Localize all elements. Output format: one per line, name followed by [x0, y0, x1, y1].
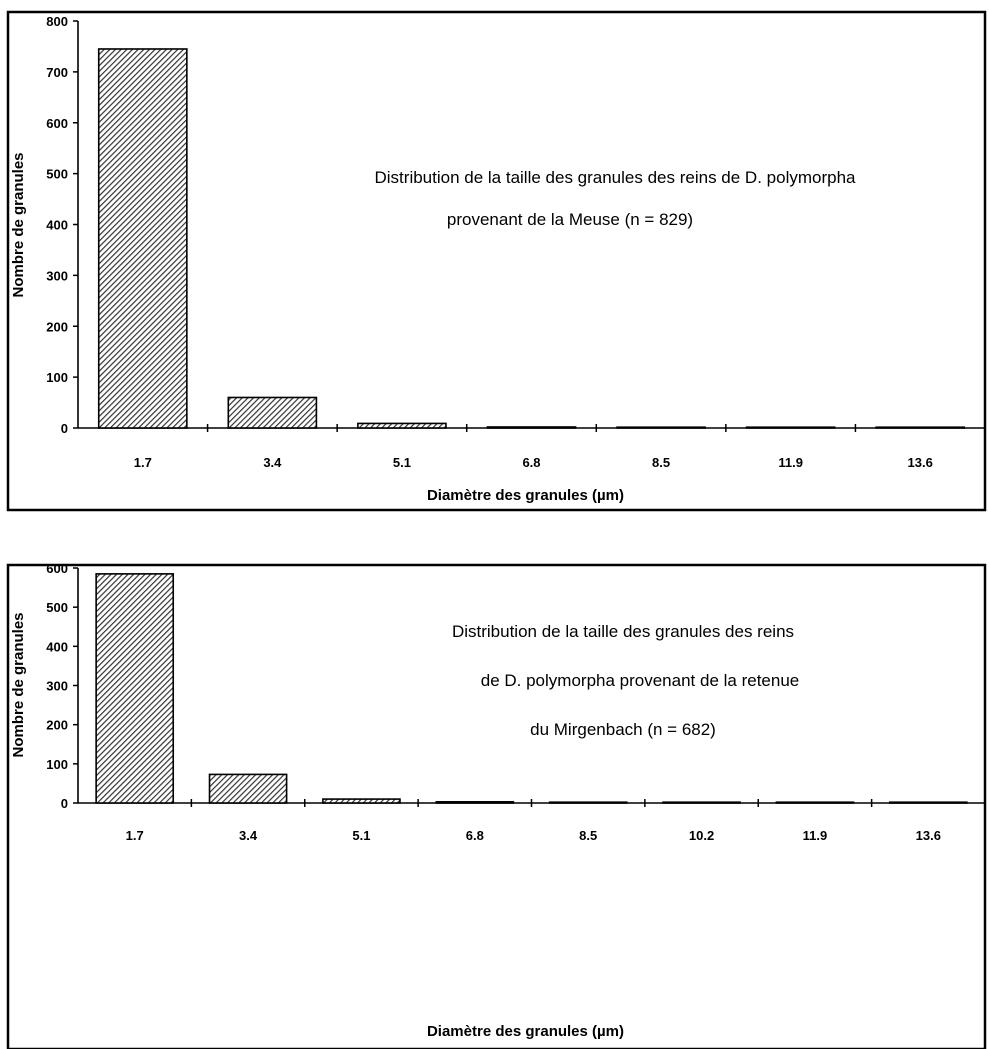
x-tick-label: 11.9	[803, 828, 828, 843]
y-tick-label: 300	[46, 268, 68, 283]
y-tick-label: 600	[46, 116, 68, 131]
y-tick-label: 500	[46, 600, 68, 615]
x-tick-label: 1.7	[126, 828, 144, 843]
y-tick-label: 0	[61, 421, 68, 436]
x-tick-label: 3.4	[263, 455, 282, 470]
x-tick-label: 6.8	[466, 828, 484, 843]
x-tick-label: 11.9	[778, 455, 803, 470]
annotation-line: provenant de la Meuse (n = 829)	[447, 210, 693, 229]
annotation-line: Distribution de la taille des granules d…	[375, 168, 857, 187]
x-tick-label: 5.1	[393, 455, 411, 470]
x-tick-label: 13.6	[916, 828, 941, 843]
annotation-line: Distribution de la taille des granules d…	[452, 622, 794, 641]
bar-10.2	[662, 801, 741, 804]
bar-8.5	[548, 801, 628, 804]
x-tick-label: 5.1	[352, 828, 370, 843]
y-tick-label: 400	[46, 218, 68, 233]
y-tick-label: 300	[46, 679, 68, 694]
x-tick-label: 13.6	[908, 455, 933, 470]
bar-13.6	[888, 801, 968, 804]
y-tick-label: 700	[46, 65, 68, 80]
bar-11.9	[745, 426, 836, 429]
bar-8.5	[616, 426, 706, 429]
y-tick-label: 200	[46, 718, 68, 733]
bar-1.7	[95, 573, 175, 804]
bar-6.8	[486, 426, 577, 429]
chart-1: 0 100 200 300 400 500 600 700 800 1.7 3.4 5.1 6.8 8.5…	[6, 10, 987, 512]
bar-3.4	[227, 396, 318, 429]
bar-1.7	[97, 48, 188, 429]
y-axis-title: Nombre de granules	[10, 152, 27, 297]
bar-5.1	[322, 798, 401, 804]
y-tick-label: 600	[46, 561, 68, 576]
y-tick-label: 100	[46, 757, 68, 772]
bar-3.4	[208, 773, 288, 804]
x-axis-title: Diamètre des granules (µm)	[427, 487, 624, 504]
y-tick-label: 400	[46, 639, 68, 654]
annotation-line: de D. polymorpha provenant de la retenue	[481, 671, 799, 690]
x-tick-label: 3.4	[239, 828, 258, 843]
x-tick-label: 1.7	[134, 455, 152, 470]
y-tick-label: 200	[46, 319, 68, 334]
chart-frame	[6, 10, 987, 512]
bar-13.6	[875, 426, 966, 429]
y-tick-label: 0	[61, 796, 68, 811]
x-tick-label: 8.5	[652, 455, 670, 470]
x-tick-label: 8.5	[579, 828, 597, 843]
y-axis-title: Nombre de granules	[10, 612, 27, 757]
bar-11.9	[775, 801, 855, 804]
chart-2: 0 100 200 300 400 500 600 1.7 3.4 5.1 6.8 8.5 10.2 11…	[6, 561, 987, 1049]
x-tick-label: 6.8	[522, 455, 540, 470]
x-axis-title: Diamètre des granules (µm)	[427, 1023, 624, 1040]
y-tick-label: 100	[46, 370, 68, 385]
bar-5.1	[357, 422, 447, 429]
y-tick-label: 800	[46, 14, 68, 29]
y-tick-label: 500	[46, 167, 68, 182]
annotation-line: du Mirgenbach (n = 682)	[530, 720, 716, 739]
bar-6.8	[435, 801, 515, 804]
x-tick-label: 10.2	[689, 828, 714, 843]
